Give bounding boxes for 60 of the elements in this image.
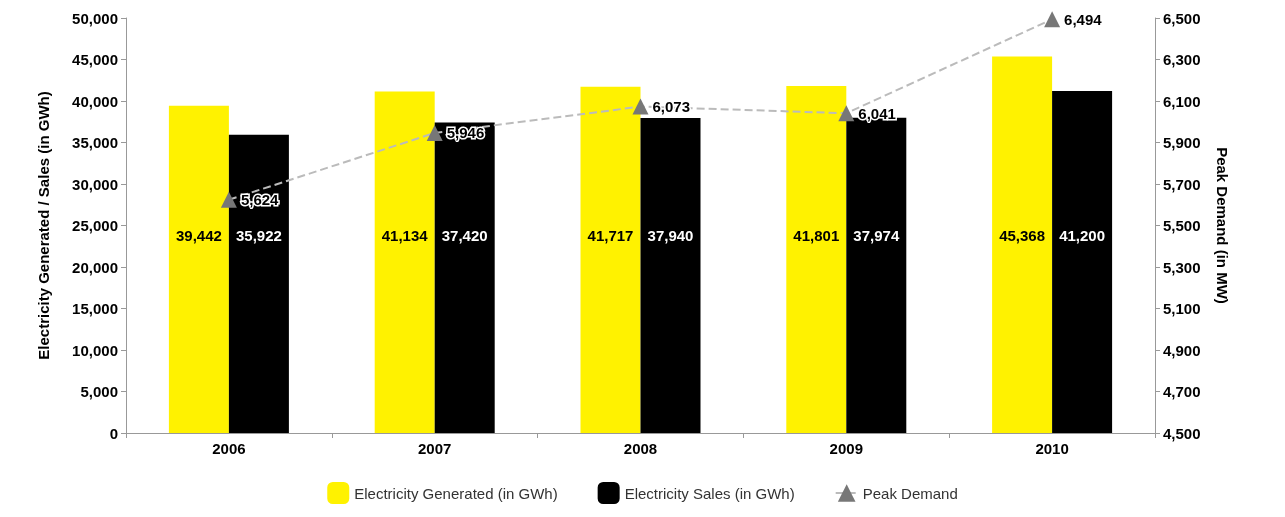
bar [168, 105, 229, 433]
y-tick-label: 40,000 [72, 92, 118, 110]
y-tick-label: 20,000 [72, 258, 118, 276]
point [838, 105, 855, 122]
y2-tick-label: 5,300 [1163, 258, 1201, 276]
y-tick-label: 0 [109, 424, 118, 442]
x-tick-label: 2006 [212, 440, 246, 457]
y-tick-label: 15,000 [72, 300, 118, 317]
data-label: 41,134 [381, 227, 429, 244]
x-tick-label: 2008 [623, 440, 658, 457]
bar [1052, 91, 1113, 433]
y-tick-label: 45,000 [72, 51, 118, 68]
point [426, 124, 443, 141]
bar [434, 122, 495, 433]
y-tick-label: 10,000 [72, 341, 118, 359]
x-tick-label: 2010 [1035, 440, 1069, 457]
data-label: 6,073 [652, 98, 691, 116]
y-tick-label: 30,000 [72, 175, 118, 193]
legend-label: Peak Demand [862, 484, 958, 502]
y-tick-label: 25,000 [72, 217, 118, 234]
data-label: 37,974 [853, 227, 900, 244]
point [1044, 11, 1061, 28]
y2-tick-label: 5,700 [1163, 175, 1201, 193]
bar [640, 118, 701, 433]
y2-tick-label: 5,500 [1163, 217, 1201, 234]
data-label: 5,946 [446, 124, 485, 142]
data-label: 41,717 [587, 227, 634, 244]
y2-tick-label: 4,500 [1163, 424, 1201, 442]
data-label: 37,940 [647, 227, 694, 244]
y-tick-label: 35,000 [72, 134, 118, 151]
data-label: 39,442 [175, 227, 222, 244]
legend-label: Electricity Generated (in GWh) [354, 484, 558, 502]
y2-tick-label: 4,900 [1163, 341, 1201, 359]
data-label: 35,922 [235, 227, 282, 244]
y2-tick-label: 6,100 [1163, 92, 1201, 110]
y2-tick-label: 5,900 [1163, 134, 1201, 151]
y2-tick-label: 5,100 [1163, 300, 1201, 317]
bar [786, 86, 847, 433]
y2-axis-title: Peak Demand (in MW) [1214, 147, 1231, 304]
legend-label: Electricity Sales (in GWh) [624, 484, 795, 502]
data-label: 5,624 [240, 191, 280, 209]
data-label: 45,368 [999, 227, 1046, 244]
y2-tick-label: 6,300 [1163, 51, 1201, 68]
data-label: 37,420 [441, 227, 488, 244]
x-tick-label: 2007 [418, 440, 452, 457]
bar [228, 134, 289, 433]
bar [374, 91, 435, 433]
point [632, 98, 649, 115]
y-tick-label: 50,000 [72, 9, 118, 27]
y2-tick-label: 4,700 [1163, 383, 1201, 400]
y2-tick-label: 6,500 [1163, 9, 1201, 27]
x-tick-label: 2009 [829, 440, 863, 457]
y-tick-label: 5,000 [80, 383, 118, 400]
y-axis-title: Electricity Generated / Sales (in GWh) [35, 91, 52, 360]
bar [580, 86, 641, 433]
data-label: 41,801 [793, 227, 840, 244]
data-label: 41,200 [1059, 227, 1106, 244]
point [220, 191, 237, 208]
bar [992, 56, 1053, 433]
data-label: 6,494 [1064, 10, 1103, 28]
